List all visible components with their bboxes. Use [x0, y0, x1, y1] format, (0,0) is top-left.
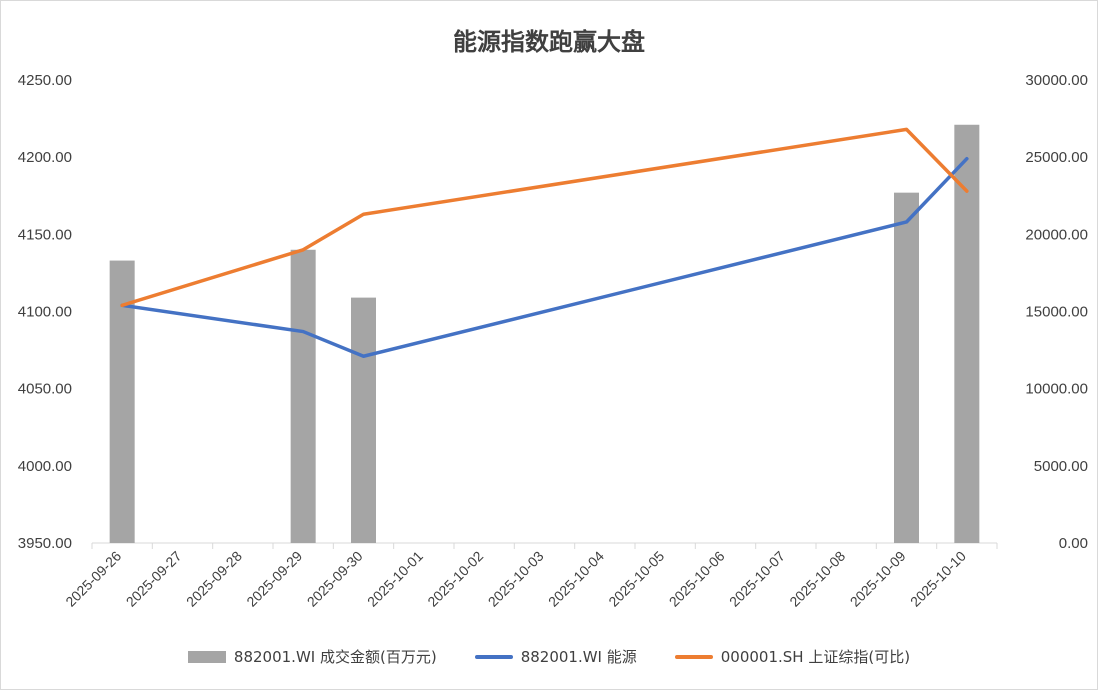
legend-swatch-volume	[187, 650, 226, 663]
y-right-tick-label: 5000.00	[1034, 458, 1088, 475]
legend-item-volume: 882001.WI 成交金额(百万元)	[187, 646, 437, 667]
legend-item-energy: 882001.WI 能源	[474, 646, 637, 667]
volume-bar	[894, 192, 919, 543]
y-right-tick-label: 10000.00	[1025, 381, 1088, 398]
x-tick-label: 2025-10-02	[424, 548, 486, 610]
y-right-tick-label: 15000.00	[1025, 304, 1088, 321]
volume-bar	[954, 124, 980, 544]
volume-bar	[290, 249, 316, 543]
legend-swatch-shanghai	[674, 654, 713, 659]
chart-title: 能源指数跑赢大盘	[453, 28, 645, 56]
volume-bar	[351, 297, 376, 543]
x-tick-label: 2025-10-03	[485, 548, 547, 610]
y-left-tick-label: 4250.00	[18, 72, 72, 89]
x-tick-label: 2025-10-04	[545, 548, 607, 610]
x-tick-label: 2025-09-27	[123, 548, 185, 610]
legend-item-shanghai: 000001.SH 上证综指(可比)	[674, 646, 911, 667]
x-tick-label: 2025-10-06	[666, 548, 728, 610]
y-right-tick-label: 25000.00	[1025, 149, 1088, 166]
x-tick-label: 2025-09-28	[183, 548, 245, 610]
x-tick-label: 2025-09-30	[304, 548, 366, 610]
y-right-tick-label: 30000.00	[1025, 72, 1088, 89]
legend-label-shanghai: 000001.SH 上证综指(可比)	[720, 648, 911, 666]
shanghai-index-line	[120, 127, 969, 308]
legend-label-energy: 882001.WI 能源	[520, 648, 637, 666]
x-tick-label: 2025-10-01	[364, 548, 426, 610]
y-left-tick-label: 4050.00	[18, 381, 72, 398]
x-tick-label: 2025-10-10	[907, 548, 969, 610]
x-tick-label: 2025-10-05	[605, 548, 667, 610]
x-tick-label: 2025-10-08	[786, 548, 848, 610]
y-right-tick-label: 20000.00	[1025, 226, 1088, 243]
y-left-tick-label: 3950.00	[18, 535, 72, 552]
y-left-tick-label: 4150.00	[18, 226, 72, 243]
x-tick-label: 2025-09-29	[243, 548, 305, 610]
y-left-tick-label: 4100.00	[18, 304, 72, 321]
legend-swatch-energy	[474, 654, 513, 659]
y-left-tick-label: 4000.00	[18, 458, 72, 475]
y-left-tick-label: 4200.00	[18, 149, 72, 166]
x-tick-label: 2025-10-09	[847, 548, 909, 610]
legend-label-volume: 882001.WI 成交金额(百万元)	[233, 648, 437, 666]
chart-legend: 882001.WI 成交金额(百万元) 882001.WI 能源 000001.…	[0, 646, 1098, 667]
y-right-tick-label: 0.00	[1059, 535, 1088, 552]
x-tick-label: 2025-09-26	[62, 548, 124, 610]
x-tick-label: 2025-10-07	[726, 548, 788, 610]
energy-index-line	[120, 156, 969, 359]
